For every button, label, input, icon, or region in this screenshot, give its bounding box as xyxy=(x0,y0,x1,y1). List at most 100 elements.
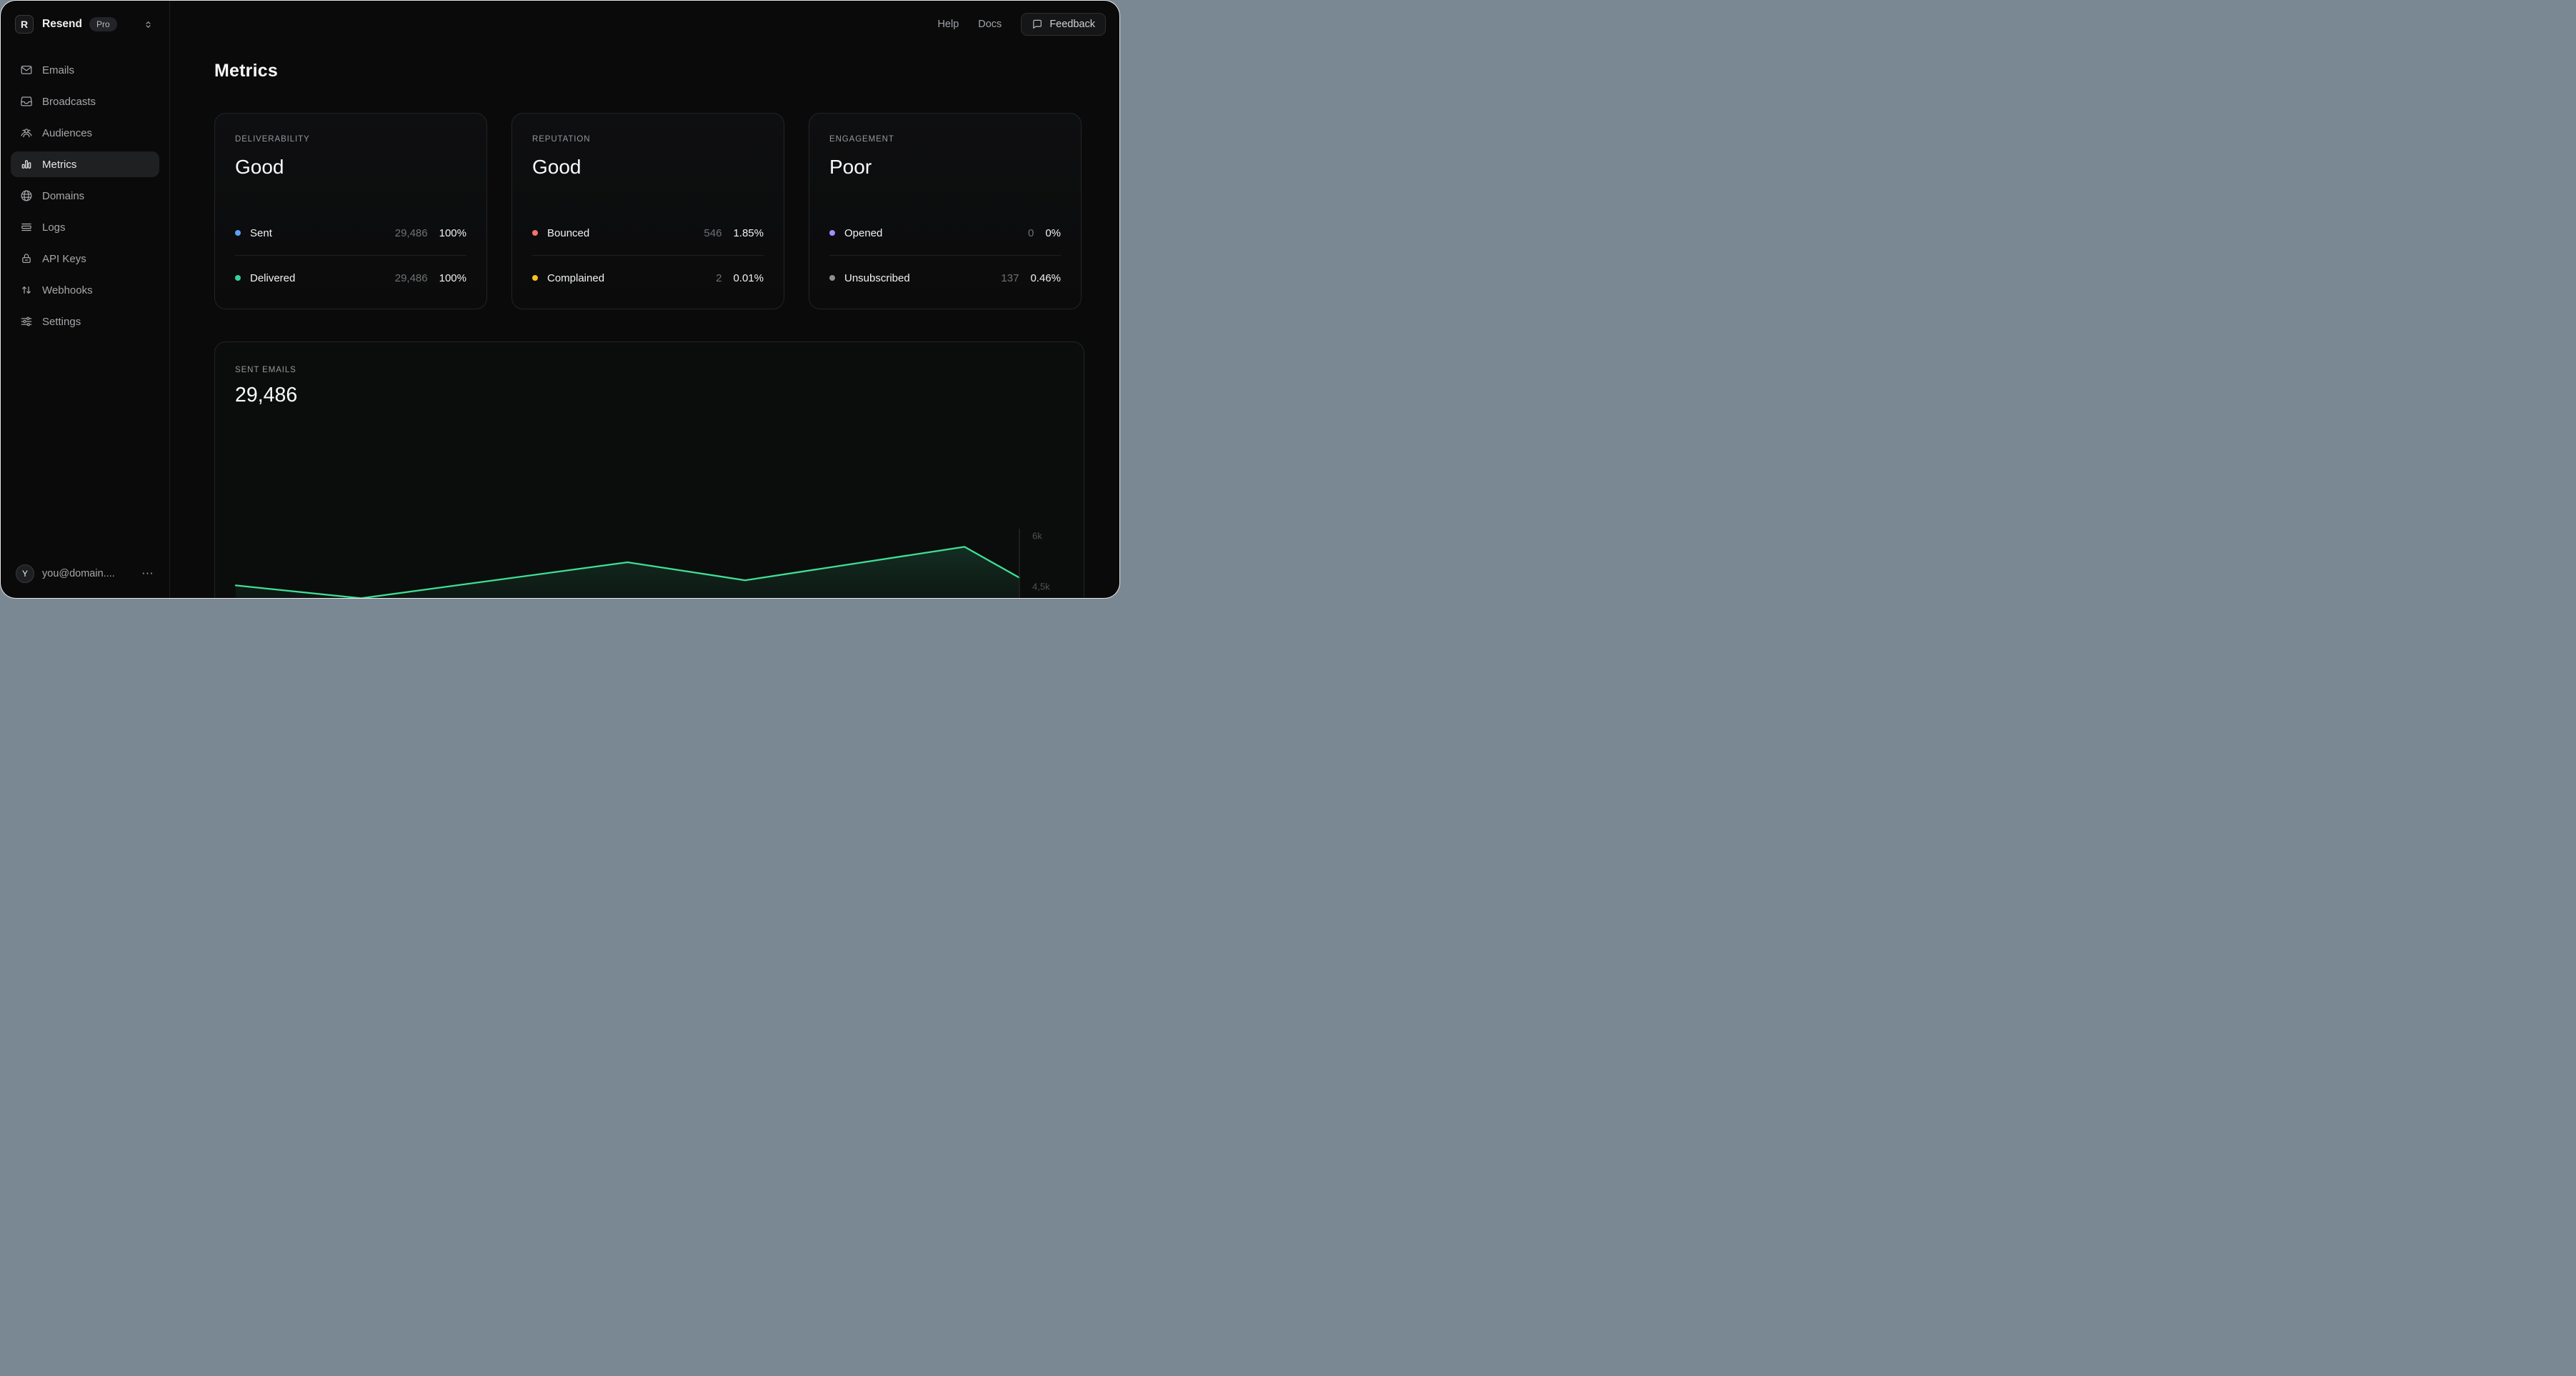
plan-badge: Pro xyxy=(89,17,117,31)
avatar-initial: Y xyxy=(21,569,28,579)
docs-link[interactable]: Docs xyxy=(978,19,1002,30)
metric-row-value: 137 xyxy=(1001,271,1019,284)
sent-emails-total: 29,486 xyxy=(235,384,298,407)
sidebar-item-logs[interactable]: Logs xyxy=(11,214,159,240)
workspace-name: Resend xyxy=(42,18,82,30)
metric-row-sent: Sent 29,486 100% xyxy=(235,219,466,247)
sent-emails-card-label: SENT EMAILS xyxy=(235,366,296,374)
row-divider xyxy=(532,255,764,256)
chart-area-fill xyxy=(236,547,1019,598)
metric-row-value: 29,486 xyxy=(394,226,428,239)
metric-row-complained: Complained 2 0.01% xyxy=(532,264,764,292)
sidebar-item-api-keys[interactable]: API Keys xyxy=(11,246,159,271)
card-rows: Bounced 546 1.85% Complained 2 0.01% xyxy=(532,219,764,292)
sidebar-item-label: Domains xyxy=(42,189,85,202)
row-divider xyxy=(829,255,1061,256)
ellipsis-icon[interactable]: ⋯ xyxy=(141,567,154,580)
metric-card-engagement: ENGAGEMENT Poor Opened 0 0% Unsubscribed… xyxy=(809,113,1082,309)
legend-dot-icon xyxy=(235,275,241,281)
legend-dot-icon xyxy=(829,275,835,281)
card-status: Poor xyxy=(829,156,872,178)
message-square-icon xyxy=(1032,19,1043,30)
card-category-label: DELIVERABILITY xyxy=(235,135,310,144)
resend-logo-letter: R xyxy=(20,19,29,30)
metric-row-value: 29,486 xyxy=(394,271,428,284)
sidebar-item-label: Audiences xyxy=(42,126,93,139)
sidebar-item-broadcasts[interactable]: Broadcasts xyxy=(11,89,159,114)
rows-icon xyxy=(19,220,34,234)
arrows-up-down-icon xyxy=(19,283,34,297)
account-email: you@domain.... xyxy=(42,568,115,579)
metric-row-value: 2 xyxy=(716,271,722,284)
help-link[interactable]: Help xyxy=(937,19,959,30)
metric-row-unsubscribed: Unsubscribed 137 0.46% xyxy=(829,264,1061,292)
y-axis-tick-4,5k: 4,5k xyxy=(1032,581,1050,592)
page-title: Metrics xyxy=(214,61,278,81)
metric-row-label: Opened xyxy=(844,226,883,239)
workspace-switcher[interactable]: R Resend Pro xyxy=(15,14,159,35)
metric-row-percent: 100% xyxy=(439,271,466,284)
metric-row-percent: 0.46% xyxy=(1030,271,1061,284)
sidebar-item-domains[interactable]: Domains xyxy=(11,183,159,209)
card-status: Good xyxy=(235,156,284,178)
sidebar-item-audiences[interactable]: Audiences xyxy=(11,120,159,146)
metric-card-reputation: REPUTATION Good Bounced 546 1.85% Compla… xyxy=(511,113,784,309)
metric-row-percent: 1.85% xyxy=(733,226,764,239)
sidebar-item-metrics[interactable]: Metrics xyxy=(11,151,159,177)
legend-dot-icon xyxy=(532,230,538,236)
card-category-label: ENGAGEMENT xyxy=(829,135,894,144)
metric-row-value: 0 xyxy=(1027,226,1034,239)
area-chart-svg: 6k4,5k3k2k xyxy=(234,529,1050,598)
mail-icon xyxy=(19,63,34,77)
sidebar-item-label: Metrics xyxy=(42,158,77,171)
metric-row-percent: 0% xyxy=(1045,226,1061,239)
metric-card-deliverability: DELIVERABILITY Good Sent 29,486 100% Del… xyxy=(214,113,487,309)
metric-row-label: Sent xyxy=(250,226,272,239)
chevron-up-down-icon[interactable] xyxy=(143,19,154,30)
sliders-icon xyxy=(19,314,34,329)
account-row[interactable]: Y you@domain.... ⋯ xyxy=(11,559,159,588)
sidebar: R Resend Pro Emails Broadcasts Audiences Me… xyxy=(1,1,170,598)
metric-row-delivered: Delivered 29,486 100% xyxy=(235,264,466,292)
metric-row-opened: Opened 0 0% xyxy=(829,219,1061,247)
sidebar-item-emails[interactable]: Emails xyxy=(11,57,159,83)
sidebar-item-webhooks[interactable]: Webhooks xyxy=(11,277,159,303)
sidebar-item-settings[interactable]: Settings xyxy=(11,309,159,334)
metric-row-value: 546 xyxy=(704,226,722,239)
legend-dot-icon xyxy=(829,230,835,236)
metric-row-label: Bounced xyxy=(547,226,590,239)
sidebar-item-label: Settings xyxy=(42,315,81,328)
metric-row-label: Delivered xyxy=(250,271,296,284)
resend-logo: R xyxy=(15,15,34,34)
desktop-backdrop: { "brand": { "name": "Resend", "plan_bad… xyxy=(0,0,1120,599)
card-category-label: REPUTATION xyxy=(532,135,591,144)
sidebar-item-label: API Keys xyxy=(42,252,86,265)
legend-dot-icon xyxy=(235,230,241,236)
card-status: Good xyxy=(532,156,581,178)
avatar: Y xyxy=(16,564,34,583)
sidebar-item-label: Emails xyxy=(42,64,75,76)
metric-row-bounced: Bounced 546 1.85% xyxy=(532,219,764,247)
bar-chart-icon xyxy=(19,157,34,171)
app-window: R Resend Pro Emails Broadcasts Audiences Me… xyxy=(0,0,1120,599)
lock-icon xyxy=(19,251,34,266)
sent-emails-chart: 6k4,5k3k2k xyxy=(215,433,1085,598)
sent-emails-card: SENT EMAILS 29,486 6k4,5k3k2k xyxy=(214,341,1085,598)
sidebar-item-label: Logs xyxy=(42,221,66,234)
legend-dot-icon xyxy=(532,275,538,281)
users-icon xyxy=(19,126,34,140)
sidebar-nav: Emails Broadcasts Audiences Metrics Domains L… xyxy=(11,57,159,334)
card-rows: Sent 29,486 100% Delivered 29,486 100% xyxy=(235,219,466,292)
feedback-button-label: Feedback xyxy=(1049,19,1095,30)
sidebar-item-label: Broadcasts xyxy=(42,95,96,108)
sidebar-item-label: Webhooks xyxy=(42,284,93,296)
metric-cards-row: DELIVERABILITY Good Sent 29,486 100% Del… xyxy=(214,113,1082,309)
y-axis-tick-6k: 6k xyxy=(1032,530,1042,541)
metric-row-percent: 100% xyxy=(439,226,466,239)
chart-line xyxy=(234,546,1021,598)
card-rows: Opened 0 0% Unsubscribed 137 0.46% xyxy=(829,219,1061,292)
top-bar: Help Docs Feedback xyxy=(937,1,1106,48)
feedback-button[interactable]: Feedback xyxy=(1021,13,1106,36)
globe-icon xyxy=(19,189,34,203)
metric-row-label: Unsubscribed xyxy=(844,271,910,284)
